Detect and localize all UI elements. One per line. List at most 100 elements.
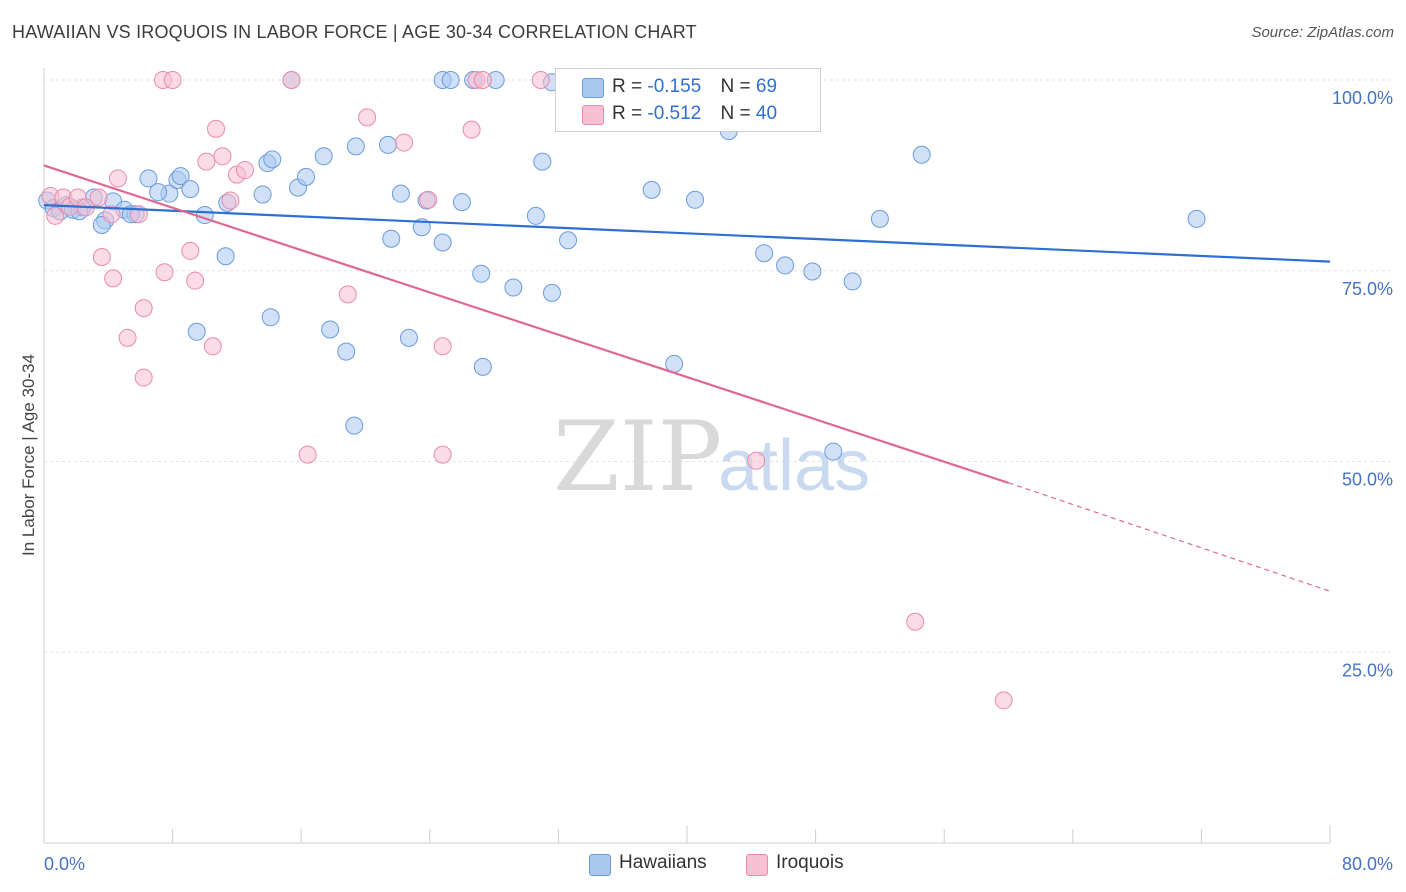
iroquois-point (433, 337, 452, 356)
legend-n-label: N = (720, 76, 756, 97)
hawaiians-point (542, 283, 561, 302)
stats-legend: R = -0.155 N = 69 R = -0.512 N = 40 (555, 68, 821, 132)
y-tick-label: 100.0% (1332, 88, 1393, 108)
hawaiians-point (263, 150, 282, 169)
legend-swatch-iroquois (582, 105, 604, 125)
bottom-legend-label-hawaiians: Hawaiians (619, 852, 707, 873)
iroquois-point (134, 368, 153, 387)
hawaiians-point (346, 137, 365, 156)
hawaiians-point (533, 152, 552, 171)
hawaiians-point (187, 322, 206, 341)
iroquois-point (118, 328, 137, 347)
iroquois-point (104, 269, 123, 288)
hawaiians-point (345, 416, 364, 435)
iroquois-point (531, 71, 550, 89)
iroquois-point (186, 271, 205, 290)
iroquois-point (994, 691, 1013, 710)
iroquois-point (298, 445, 317, 464)
iroquois-point (338, 285, 357, 304)
hawaiians-point (314, 147, 333, 166)
legend-r-label: R = (612, 76, 648, 97)
hawaiians-point (297, 167, 316, 186)
iroquois-point (155, 263, 174, 282)
hawaiians-point (803, 262, 822, 281)
iroquois-point (462, 120, 481, 139)
watermark-zip: ZIP (553, 401, 722, 513)
hawaiians-point (181, 180, 200, 199)
hawaiians-point (755, 244, 774, 263)
hawaiians-point (412, 218, 431, 237)
iroquois-point (473, 71, 492, 89)
hawaiians-point (504, 278, 523, 297)
legend-row-hawaiians: R = -0.155 N = 69 (582, 76, 778, 98)
iroquois-point (181, 241, 200, 260)
hawaiians-point (686, 190, 705, 209)
legend-r-value-iroquois: -0.512 (647, 103, 702, 124)
iroquois-point (89, 188, 108, 207)
hawaiians-point (171, 167, 190, 186)
legend-n-value-iroquois: 40 (755, 103, 778, 124)
hawaiians-point (526, 206, 545, 225)
x-tick-label: 0.0% (44, 854, 85, 874)
iroquois-point (906, 612, 925, 631)
hawaiians-point (433, 233, 452, 252)
iroquois-trend-line (43, 164, 1009, 484)
iroquois-point (235, 161, 254, 180)
iroquois-point (433, 445, 452, 464)
iroquois-point (207, 119, 226, 138)
hawaiians-point (253, 185, 272, 204)
hawaiians-point (642, 180, 661, 199)
hawaiians-point (379, 135, 398, 154)
iroquois-point (282, 71, 301, 89)
hawaiians-point (261, 308, 280, 327)
hawaiians-point (776, 256, 795, 275)
hawaiians-point (399, 328, 418, 347)
hawaiians-point (149, 183, 168, 202)
hawaiians-point (321, 320, 340, 339)
iroquois-point (108, 169, 127, 188)
bottom-swatch-hawaiians (589, 854, 611, 876)
legend-r-value-hawaiians: -0.155 (647, 76, 702, 97)
y-tick-label: 75.0% (1342, 279, 1393, 299)
iroquois-trend-extension (1008, 482, 1331, 592)
hawaiians-point (1187, 209, 1206, 228)
hawaiians-point (473, 357, 492, 376)
y-tick-label: 25.0% (1342, 660, 1393, 680)
hawaiians-point (452, 193, 471, 212)
iroquois-point (395, 133, 414, 152)
hawaiians-point (216, 247, 235, 266)
hawaiians-point (559, 231, 578, 250)
hawaiians-point (391, 184, 410, 203)
iroquois-point (747, 451, 766, 470)
legend-n-label: N = (720, 103, 756, 124)
watermark-atlas: atlas (718, 426, 870, 506)
iroquois-point (102, 205, 121, 224)
y-tick-label: 50.0% (1342, 470, 1393, 490)
hawaiians-point (870, 209, 889, 228)
iroquois-point (134, 299, 153, 318)
chart-title: HAWAIIAN VS IROQUOIS IN LABOR FORCE | AG… (12, 22, 697, 42)
iroquois-point (358, 108, 377, 127)
iroquois-point (213, 147, 232, 166)
iroquois-point (46, 206, 65, 225)
iroquois-point (163, 71, 182, 89)
bottom-swatch-iroquois (746, 854, 768, 876)
legend-row-iroquois: R = -0.512 N = 40 (582, 103, 778, 125)
hawaiians-point (472, 264, 491, 283)
legend-n-value-hawaiians: 69 (755, 76, 778, 97)
iroquois-point (221, 191, 240, 210)
hawaiians-point (337, 342, 356, 361)
hawaiians-trend-line (43, 204, 1331, 263)
iroquois-point (92, 248, 111, 267)
hawaiians-point (912, 145, 931, 164)
hawaiians-point (382, 229, 401, 248)
hawaiians-point (843, 272, 862, 291)
hawaiians-point (824, 442, 843, 461)
x-tick-label: 80.0% (1342, 854, 1393, 874)
source-label: Source: ZipAtlas.com (1251, 24, 1394, 41)
bottom-legend-label-iroquois: Iroquois (776, 852, 844, 873)
iroquois-point (419, 190, 438, 209)
iroquois-point (197, 152, 216, 171)
legend-swatch-hawaiians (582, 78, 604, 98)
